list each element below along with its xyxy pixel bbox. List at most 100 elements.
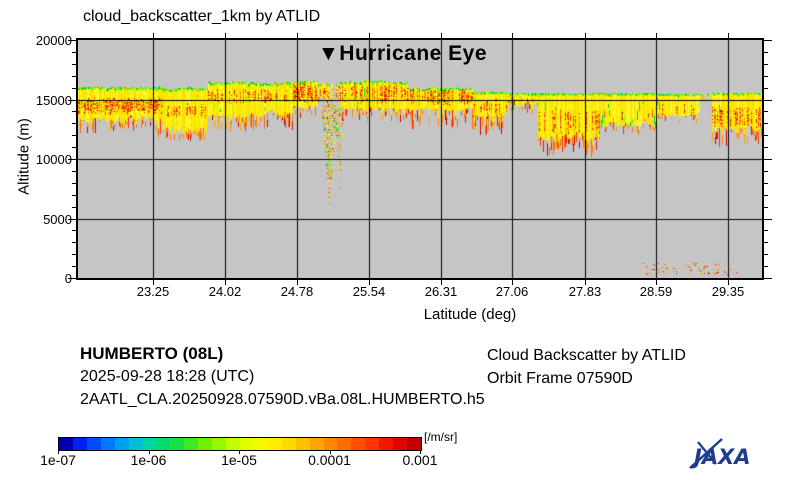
colorbar-segment (281, 438, 296, 450)
source-filename: 2AATL_CLA.20250928.07590D.vBa.08L.HUMBER… (80, 391, 485, 408)
footer-info: HUMBERTO (08L) 2025-09-28 18:28 (UTC) 2A… (80, 342, 485, 411)
x-major-tick (728, 33, 729, 38)
x-tick-label: 27.83 (568, 284, 602, 299)
y-tick-label: 0 (64, 271, 72, 286)
colorbar-segment (379, 438, 394, 450)
colorbar-tick-label: 0.001 (402, 452, 438, 468)
colorbar-tick (148, 450, 150, 454)
colorbar-tick (420, 450, 421, 454)
y-minor-tick (72, 76, 76, 77)
x-major-tick (225, 33, 226, 38)
y-minor-tick (764, 254, 768, 255)
x-major-tick (297, 280, 298, 285)
y-minor-tick (764, 195, 768, 196)
x-major-tick (297, 33, 298, 38)
colorbar-segment (253, 438, 268, 450)
y-major-tick (68, 219, 76, 220)
y-minor-tick (764, 230, 768, 231)
colorbar-segment (267, 438, 282, 450)
y-major-tick (68, 159, 76, 160)
x-major-tick (512, 280, 513, 285)
y-minor-tick (764, 64, 768, 65)
x-major-tick (656, 280, 657, 285)
colorbar-segment (86, 438, 101, 450)
plot-area: ▼Hurricane Eye (76, 38, 764, 280)
x-major-tick (512, 33, 513, 38)
colorbar-segment (128, 438, 143, 450)
colorbar-segment (365, 438, 380, 450)
x-major-tick (225, 280, 226, 285)
y-minor-tick (72, 64, 76, 65)
colorbar-tick-label: 0.0001 (308, 452, 351, 468)
colorbar-segment (184, 438, 199, 450)
colorbar-segment (351, 438, 366, 450)
x-major-tick (441, 33, 442, 38)
colorbar-segment (72, 438, 87, 450)
colorbar-tick (239, 450, 240, 454)
colorbar-segment (170, 438, 185, 450)
y-minor-tick (72, 171, 76, 172)
colorbar-segment (212, 438, 227, 450)
x-major-tick (441, 280, 442, 285)
y-minor-tick (764, 266, 768, 267)
colorbar-tick-label: 1e-07 (40, 452, 76, 468)
colorbar-segment (198, 438, 213, 450)
y-minor-tick (72, 88, 76, 89)
colorbar-tick-label: 1e-06 (130, 452, 167, 468)
y-minor-tick (764, 111, 768, 112)
y-tick-label: 5000 (43, 212, 72, 227)
orbit-frame: Orbit Frame 07590D (487, 370, 633, 387)
y-tick-label: 10000 (35, 152, 72, 167)
x-tick-label: 28.59 (639, 284, 673, 299)
x-major-tick (656, 33, 657, 38)
plot-title: cloud_backscatter_1km by ATLID (83, 8, 321, 25)
y-minor-tick (764, 207, 768, 208)
y-minor-tick (764, 76, 768, 77)
x-major-tick (369, 33, 370, 38)
y-major-tick (764, 40, 772, 41)
x-major-tick (585, 33, 586, 38)
colorbar-segment (59, 438, 73, 450)
jaxa-logo: JAXA (686, 436, 766, 472)
storm-name: HUMBERTO (08L) (80, 344, 224, 363)
colorbar-segment (226, 438, 240, 450)
y-major-tick (764, 278, 772, 279)
y-tick-label: 20000 (35, 33, 72, 48)
x-tick-label: 24.78 (280, 284, 314, 299)
x-tick-label: 29.35 (711, 284, 745, 299)
y-minor-tick (72, 123, 76, 124)
y-minor-tick (72, 183, 76, 184)
jaxa-logo-text: JAXA (690, 445, 751, 469)
y-major-tick (68, 100, 76, 101)
product-info: Cloud Backscatter by ATLID Orbit Frame 0… (487, 344, 686, 390)
y-major-tick (68, 278, 76, 279)
x-major-tick (153, 33, 154, 38)
colorbar-segment (239, 438, 254, 450)
x-axis-label: Latitude (deg) (423, 306, 517, 323)
y-tick-label: 15000 (35, 93, 72, 108)
y-minor-tick (72, 135, 76, 136)
colorbar-segment (309, 438, 324, 450)
hurricane-eye-annotation: ▼Hurricane Eye (318, 42, 488, 65)
y-minor-tick (764, 242, 768, 243)
y-minor-tick (72, 111, 76, 112)
x-tick-label: 25.54 (352, 284, 386, 299)
colorbar-segment (156, 438, 171, 450)
colorbar-tick (329, 450, 331, 454)
y-minor-tick (764, 52, 768, 53)
colorbar-segment (142, 438, 157, 450)
y-minor-tick (764, 183, 768, 184)
x-tick-label: 23.25 (136, 284, 170, 299)
colorbar (58, 437, 422, 451)
colorbar-tick (58, 450, 59, 454)
y-major-tick (764, 159, 772, 160)
colorbar-tick-label: 1e-05 (221, 452, 257, 468)
y-minor-tick (72, 195, 76, 196)
colorbar-segment (295, 438, 310, 450)
colorbar-segment (393, 438, 408, 450)
y-minor-tick (764, 147, 768, 148)
x-tick-label: 27.06 (495, 284, 529, 299)
y-minor-tick (764, 88, 768, 89)
colorbar-unit: [/m/sr] (424, 430, 458, 444)
